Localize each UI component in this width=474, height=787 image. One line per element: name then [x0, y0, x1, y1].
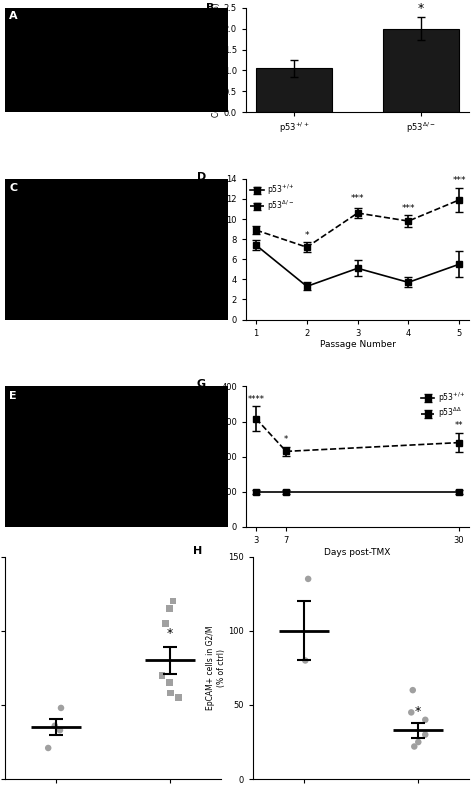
Text: *: *: [305, 231, 309, 240]
Point: [304, 573, 312, 586]
Point: [169, 595, 177, 608]
Y-axis label: EpCAM+ cells in G2/M
(% of ctrl): EpCAM+ cells in G2/M (% of ctrl): [206, 626, 226, 710]
Bar: [383, 28, 459, 112]
Text: **: **: [455, 421, 464, 430]
Point: [166, 676, 173, 689]
Point: [409, 684, 417, 696]
Legend: p53$^{+/+}$, p53$^{Δ/-}$: p53$^{+/+}$, p53$^{Δ/-}$: [250, 183, 294, 213]
Point: [166, 687, 174, 700]
Point: [162, 617, 169, 630]
Point: [410, 741, 418, 753]
Text: E: E: [9, 390, 17, 401]
Text: *: *: [415, 705, 421, 719]
Text: ****: ****: [247, 394, 264, 404]
Text: *: *: [284, 435, 288, 445]
Point: [408, 706, 415, 719]
Point: [57, 702, 65, 715]
Text: ***: ***: [351, 194, 365, 203]
Y-axis label: Colony Forming Efficiency (%): Colony Forming Efficiency (%): [212, 2, 221, 117]
Point: [56, 724, 64, 737]
Bar: [256, 68, 332, 112]
Point: [301, 654, 309, 667]
Point: [421, 728, 429, 741]
Point: [45, 741, 52, 754]
Point: [51, 719, 59, 732]
Text: A: A: [9, 11, 18, 21]
Point: [174, 691, 182, 704]
Point: [166, 602, 173, 615]
Point: [158, 669, 165, 682]
Text: G: G: [197, 379, 206, 390]
Text: D: D: [197, 172, 206, 182]
Text: *: *: [166, 626, 173, 640]
Text: ***: ***: [452, 176, 466, 185]
Y-axis label: Colony Forming Efficiency (%): Colony Forming Efficiency (%): [215, 192, 224, 306]
X-axis label: Passage Number: Passage Number: [319, 340, 395, 349]
Text: *: *: [418, 2, 424, 15]
Text: H: H: [193, 545, 202, 556]
Text: ***: ***: [401, 204, 415, 213]
Legend: p53$^{+/+}$, p53$^{ΔΔ}$: p53$^{+/+}$, p53$^{ΔΔ}$: [421, 390, 465, 420]
Point: [414, 736, 422, 748]
Text: B: B: [206, 2, 214, 13]
Text: C: C: [9, 183, 18, 193]
Point: [421, 714, 429, 726]
Y-axis label: EpCAM+ cells in G2/M
(% of ctrl): EpCAM+ cells in G2/M (% of ctrl): [199, 415, 218, 499]
X-axis label: Days post-TMX: Days post-TMX: [324, 548, 391, 556]
